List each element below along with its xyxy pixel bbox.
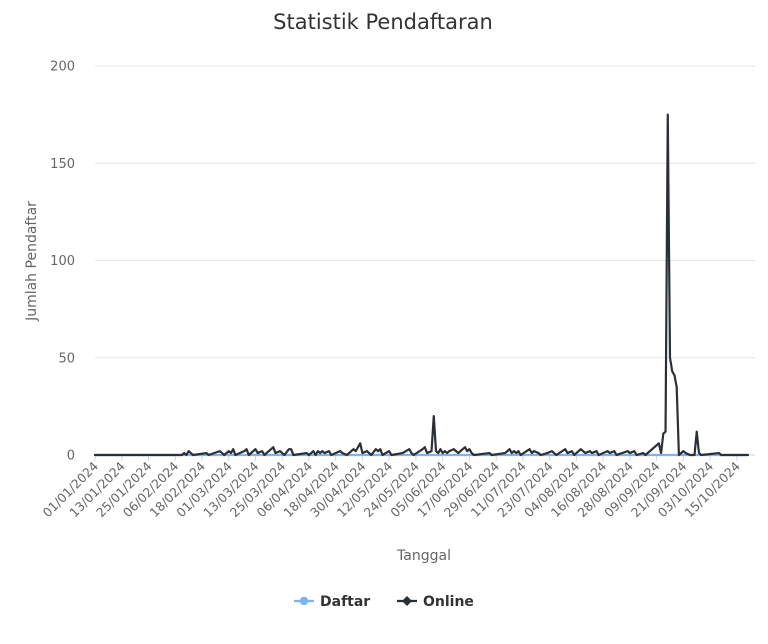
series-line-online[interactable]	[93, 113, 750, 457]
legend-label: Daftar	[320, 594, 370, 610]
y-tick-label: 0	[67, 449, 75, 464]
legend-item-daftar[interactable]: Daftar	[294, 594, 370, 610]
legend-marker-diamond	[402, 596, 412, 606]
y-tick-label: 150	[50, 157, 75, 172]
y-tick-label: 200	[50, 60, 75, 75]
x-axis-title: Tanggal	[396, 548, 451, 564]
gridlines	[95, 65, 755, 359]
legend-marker-circle	[299, 596, 309, 606]
chart-title: Statistik Pendaftaran	[273, 10, 493, 34]
legend[interactable]: Daftar Online	[294, 594, 474, 610]
y-tick-label: 100	[50, 254, 75, 269]
legend-item-online[interactable]: Online	[397, 594, 474, 610]
y-tick-label: 50	[58, 351, 75, 366]
x-axis: 01/01/202413/01/202425/01/202406/02/2024…	[40, 454, 755, 520]
series-layer	[93, 113, 750, 457]
y-axis-title: Jumlah Pendaftar	[24, 201, 40, 322]
y-axis-ticks: 0 50 100 150 200	[50, 60, 75, 464]
legend-label: Online	[423, 594, 474, 610]
